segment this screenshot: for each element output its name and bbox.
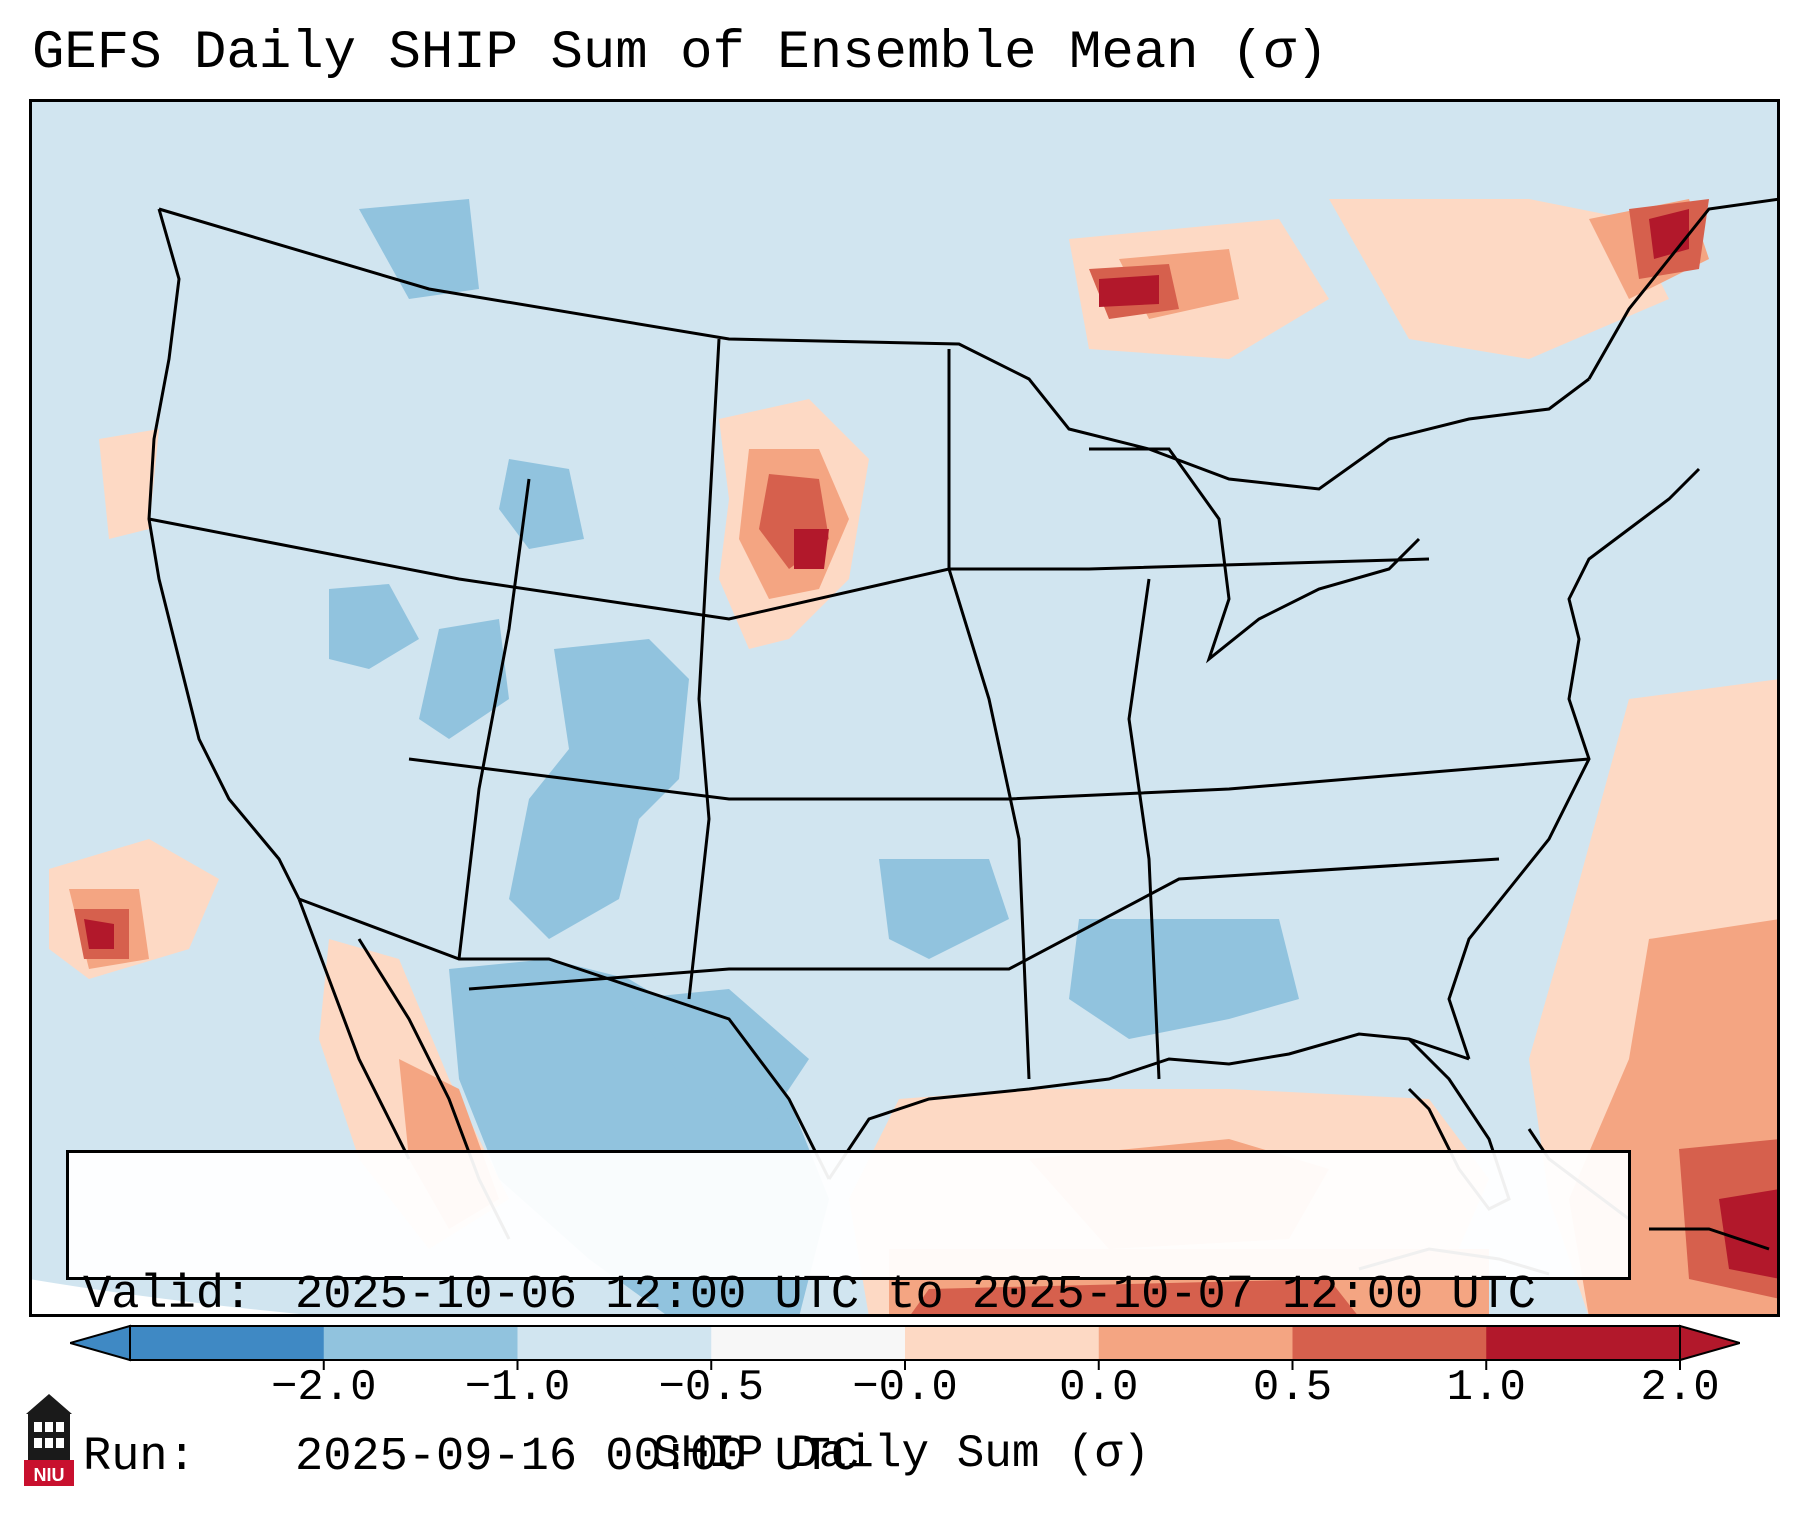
colorbar-tick-label: −0.0 <box>852 1363 958 1413</box>
hispaniola-outline <box>1649 1227 1770 1251</box>
blue-area-texas <box>629 989 809 1119</box>
ship-anomaly-map <box>29 99 1780 1317</box>
blue-area-gulf-states <box>1069 919 1299 1039</box>
logo-text: NIU <box>34 1465 65 1485</box>
colorbar-tick-label: 2.0 <box>1640 1363 1720 1413</box>
valid-time-range: 2025-10-06 12:00 UTC to 2025-10-07 12:00… <box>295 1269 1537 1322</box>
colorbar-segment <box>1486 1326 1681 1360</box>
blue-area-nevada <box>329 584 419 669</box>
logo-tower-body <box>28 1414 70 1460</box>
colorbar-segment <box>1098 1326 1293 1360</box>
east-coast <box>1447 467 1701 1060</box>
us-west-coast <box>147 208 301 900</box>
colorbar-tick-label: −2.0 <box>270 1363 377 1413</box>
baja-peninsula <box>297 898 411 1160</box>
blue-area-pnw <box>359 199 479 299</box>
colorbar-tick-label: 0.0 <box>1059 1363 1139 1413</box>
logo-window-4 <box>34 1438 42 1448</box>
colorbar-segment <box>1292 1326 1487 1360</box>
horizontal-border-1 <box>148 517 1430 621</box>
us-mexico-border <box>298 897 831 1180</box>
colorbar-extend-low <box>70 1324 131 1362</box>
logo-window-1 <box>34 1422 42 1432</box>
blue-area-oklahoma <box>879 859 1009 959</box>
blue-area-utah <box>419 619 509 739</box>
great-lakes <box>1089 447 1421 664</box>
colorbar-segment <box>905 1326 1100 1360</box>
logo-tower-roof <box>26 1394 72 1414</box>
blue-area-colorado-new-mexico <box>509 639 689 939</box>
colorbar-segment <box>517 1326 712 1360</box>
colorbar-tick-label: 0.5 <box>1252 1363 1333 1413</box>
map-title: GEFS Daily SHIP Sum of Ensemble Mean (σ) <box>32 23 1329 84</box>
logo-window-6 <box>56 1438 64 1448</box>
canada-coast-east <box>1587 197 1780 380</box>
outside-domain-corner <box>29 1279 332 1317</box>
coastlines-and-borders <box>147 197 1780 1240</box>
validity-legend-box: Valid: 2025-10-06 12:00 UTC to 2025-10-0… <box>66 1150 1631 1484</box>
rockies-border <box>457 478 531 960</box>
darkred-dakotas <box>794 529 829 569</box>
horizontal-border-3 <box>468 857 1500 991</box>
midwest-border <box>1127 578 1161 1080</box>
colorbar <box>70 1324 1740 1370</box>
run-time: 2025-09-16 00:00 UTC <box>295 1431 860 1484</box>
colorbar-segment <box>130 1326 325 1360</box>
colorbar-segment <box>323 1326 518 1360</box>
colorbar-tick-label: −1.0 <box>464 1363 571 1413</box>
light-red-canada-east <box>1329 199 1669 359</box>
darkred-caribbean <box>1719 1189 1780 1279</box>
colorbar-extend-high <box>1679 1324 1740 1362</box>
red-gulf-south <box>909 1279 1359 1317</box>
colorbar-tick-label: −0.5 <box>658 1363 765 1413</box>
blue-area-wyoming <box>499 459 584 549</box>
light-red-west-coast <box>99 429 159 539</box>
central-border <box>947 349 1031 1080</box>
colorbar-segment <box>711 1326 906 1360</box>
colorbar-tick-label: 1.0 <box>1446 1363 1526 1413</box>
very-strong-positive-anomaly-areas <box>84 209 1780 1279</box>
map-frame <box>29 99 1780 1317</box>
logo-window-5 <box>45 1438 53 1448</box>
niu-logo: NIU <box>24 1394 74 1486</box>
colorbar-label: SHIP Daily Sum (σ) <box>653 1428 1150 1480</box>
horizontal-border-2 <box>408 757 1590 801</box>
plains-border <box>687 338 721 1000</box>
darkred-canada <box>1099 275 1159 307</box>
run-label: Run: <box>83 1431 196 1484</box>
valid-label: Valid: <box>83 1269 253 1322</box>
gulf-coast <box>827 1032 1470 1180</box>
negative-anomaly-areas <box>329 199 1709 1317</box>
logo-window-2 <box>45 1422 53 1432</box>
darkred-pacific <box>84 919 114 949</box>
logo-red-band <box>24 1460 74 1486</box>
logo-window-3 <box>56 1422 64 1432</box>
